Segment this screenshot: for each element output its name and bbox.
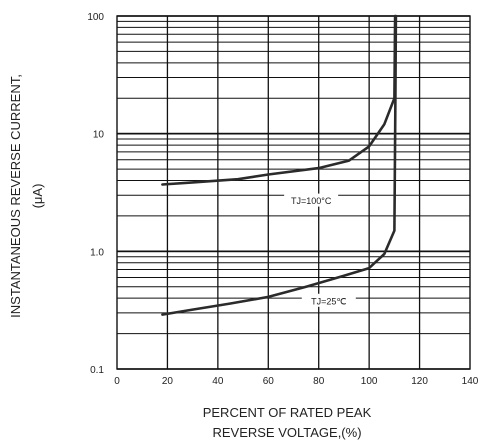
y-axis-title-line-1: INSTANTANEOUS REVERSE CURRENT, <box>8 74 23 318</box>
series-label-text: TJ=100°C <box>291 196 332 206</box>
y-tick-label: 0.1 <box>90 365 104 376</box>
x-tick-label: 140 <box>462 376 479 387</box>
annotations: TJ=100°C TJ=25℃ <box>284 193 356 307</box>
y-tick-label: 1.0 <box>90 247 104 258</box>
plot-frame <box>116 15 471 370</box>
y-axis-title-line-2: (μA) <box>30 184 45 209</box>
series-line-tj-100c <box>161 14 397 186</box>
x-tick-label: 60 <box>263 376 275 387</box>
y-tick-label: 100 <box>87 12 104 23</box>
x-tick-label: 80 <box>313 376 325 387</box>
x-axis-title-line-2: REVERSE VOLTAGE,(%) <box>212 425 361 440</box>
x-tick-label: 20 <box>162 376 174 387</box>
series-label-text: TJ=25℃ <box>311 296 346 306</box>
series-label-tj-25c: TJ=25℃ <box>301 293 356 307</box>
curves <box>161 14 398 316</box>
series-label-tj-100c: TJ=100°C <box>284 193 339 207</box>
x-axis-title-line-1: PERCENT OF RATED PEAK <box>203 405 372 420</box>
x-tick-label: 40 <box>212 376 224 387</box>
series-label-background <box>301 293 356 307</box>
x-tick-label: 120 <box>411 376 428 387</box>
grid <box>116 15 471 370</box>
series-label-background <box>284 193 339 207</box>
y-tick-label: 10 <box>93 130 105 141</box>
x-tick-label: 0 <box>114 376 120 387</box>
x-tick-label: 100 <box>361 376 378 387</box>
series-line-tj-25c <box>161 14 398 316</box>
tick-labels: 0 20 40 60 80 100 120 140 100 10 1.0 0.1 <box>87 12 478 387</box>
